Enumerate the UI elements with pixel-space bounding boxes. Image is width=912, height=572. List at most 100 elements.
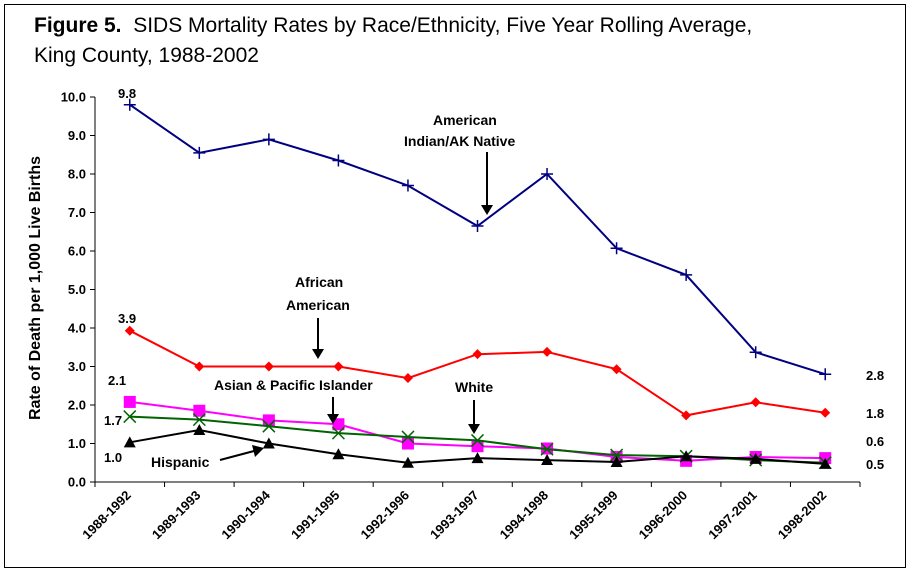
data-point-american-indian-ak-native xyxy=(471,219,484,232)
data-point-american-indian-ak-native xyxy=(680,268,693,281)
data-point-hispanic xyxy=(401,456,414,468)
y-tick-label: 7.0 xyxy=(68,205,86,220)
data-point-american-indian-ak-native xyxy=(193,146,206,159)
data-point-white xyxy=(401,430,415,444)
series-layer xyxy=(123,98,832,470)
annotation-asian-pacific: Asian & Pacific Islander xyxy=(214,377,373,393)
data-point-american-indian-ak-native xyxy=(749,346,762,359)
figure-label: Figure 5. xyxy=(34,14,122,37)
data-point-american-indian-ak-native xyxy=(541,168,554,180)
data-point-asian-pacific-islander xyxy=(332,418,345,431)
data-point-white xyxy=(540,442,554,456)
data-point-hispanic xyxy=(332,448,345,460)
annotation-arrowhead-white xyxy=(468,424,480,434)
data-point-american-indian-ak-native xyxy=(123,98,136,111)
x-tick-label: 1998-2002 xyxy=(775,488,830,543)
annotation-arrowhead-american-indian xyxy=(481,205,493,215)
y-tick-label: 5.0 xyxy=(68,282,86,297)
data-point-african-american xyxy=(681,410,692,421)
data-label-white-first: 1.7 xyxy=(104,413,122,428)
annotation-hispanic: Hispanic xyxy=(151,454,210,470)
data-point-white xyxy=(610,448,624,462)
x-axis-ticks: 1988-1992 1989-1993 1990-1994 1991-1995 1992… xyxy=(79,482,861,543)
y-axis-ticks: 0.0 1.0 2.0 3.0 4.0 5.0 6.0 7.0 8.0 9.0 10.0 xyxy=(61,90,95,490)
annotation-arrowhead-hispanic xyxy=(252,445,264,457)
annotation-american-indian-line1: American xyxy=(433,112,497,128)
data-point-asian-pacific-islander xyxy=(193,404,206,417)
y-tick-label: 3.0 xyxy=(68,359,86,374)
series-african-american xyxy=(124,325,831,421)
data-point-hispanic xyxy=(262,437,275,449)
data-point-white xyxy=(331,426,345,440)
data-point-african-american xyxy=(194,361,205,372)
x-tick-label: 1991-1995 xyxy=(288,488,343,543)
y-tick-label: 0.0 xyxy=(68,475,86,490)
data-label-american-indian-first: 9.8 xyxy=(118,86,136,101)
data-point-hispanic xyxy=(471,452,484,464)
data-label-asian-pacific-first: 2.1 xyxy=(108,373,126,388)
y-tick-label: 8.0 xyxy=(68,167,86,182)
data-label-american-indian-last: 2.8 xyxy=(866,368,884,383)
data-point-african-american xyxy=(402,373,413,384)
data-point-asian-pacific-islander xyxy=(262,414,275,427)
data-point-hispanic xyxy=(819,457,832,469)
data-point-hispanic xyxy=(610,455,623,467)
y-axis-label: Rate of Death per 1,000 Live Births xyxy=(27,156,44,420)
y-tick-label: 9.0 xyxy=(68,128,86,143)
data-label-hispanic-first: 1.0 xyxy=(104,450,122,465)
chart-title-text: SIDS Mortality Rates by Race/Ethnicity, … xyxy=(133,14,753,37)
y-tick-label: 6.0 xyxy=(68,244,86,259)
data-point-african-american xyxy=(750,397,761,408)
data-point-asian-pacific-islander xyxy=(471,440,484,453)
data-point-white xyxy=(470,433,485,447)
series-hispanic xyxy=(123,424,832,469)
x-tick-label: 1988-1992 xyxy=(79,488,134,543)
x-tick-label: 1997-2001 xyxy=(705,488,760,543)
data-point-white xyxy=(123,410,137,424)
data-point-african-american xyxy=(124,325,135,336)
x-tick-label: 1992-1996 xyxy=(358,488,413,543)
annotation-arrowhead-asian-pacific xyxy=(327,414,339,424)
data-point-african-american xyxy=(472,349,483,360)
x-tick-label: 1995-1999 xyxy=(566,488,621,543)
x-tick-label: 1993-1997 xyxy=(427,488,482,543)
data-point-african-american xyxy=(263,361,274,372)
data-point-hispanic xyxy=(749,452,762,464)
chart-title-line1: Figure 5. SIDS Mortality Rates by Race/E… xyxy=(34,14,752,38)
y-tick-label: 4.0 xyxy=(68,321,86,336)
data-label-hispanic-last: 0.5 xyxy=(866,457,884,472)
data-point-american-indian-ak-native xyxy=(262,133,275,146)
data-point-asian-pacific-islander xyxy=(401,437,414,450)
data-point-hispanic xyxy=(680,450,693,462)
y-tick-label: 1.0 xyxy=(68,436,86,451)
data-point-african-american xyxy=(333,361,344,372)
annotation-african-american-line2: American xyxy=(286,297,350,313)
data-label-asian-pacific-last: 0.6 xyxy=(866,434,884,449)
data-point-white xyxy=(262,419,276,433)
data-point-asian-pacific-islander xyxy=(123,395,136,408)
data-point-african-american xyxy=(542,346,553,357)
annotation-white: White xyxy=(455,379,493,395)
data-point-hispanic xyxy=(193,424,206,436)
series-line-african-american xyxy=(129,329,826,417)
data-point-african-american xyxy=(611,364,622,375)
series-american-indian-ak-native xyxy=(123,98,832,381)
chart-title-line2: King County, 1988-2002 xyxy=(34,44,259,67)
y-tick-label: 2.0 xyxy=(68,398,86,413)
annotation-african-american-line1: African xyxy=(295,274,343,290)
data-point-american-indian-ak-native xyxy=(819,368,832,381)
x-tick-label: 1996-2000 xyxy=(636,488,691,543)
annotation-american-indian-line2: Indian/AK Native xyxy=(404,133,515,149)
data-point-hispanic xyxy=(123,436,136,448)
data-label-african-american-first: 3.9 xyxy=(118,311,136,326)
x-tick-label: 1990-1994 xyxy=(218,487,273,542)
annotation-arrowhead-african-american xyxy=(312,349,324,359)
data-point-hispanic xyxy=(541,454,554,466)
data-point-white xyxy=(192,413,206,427)
figure-frame xyxy=(4,4,906,568)
y-tick-label: 10.0 xyxy=(61,90,86,105)
x-tick-label: 1994-1998 xyxy=(497,488,552,543)
data-point-american-indian-ak-native xyxy=(332,154,345,167)
data-point-american-indian-ak-native xyxy=(610,242,623,255)
